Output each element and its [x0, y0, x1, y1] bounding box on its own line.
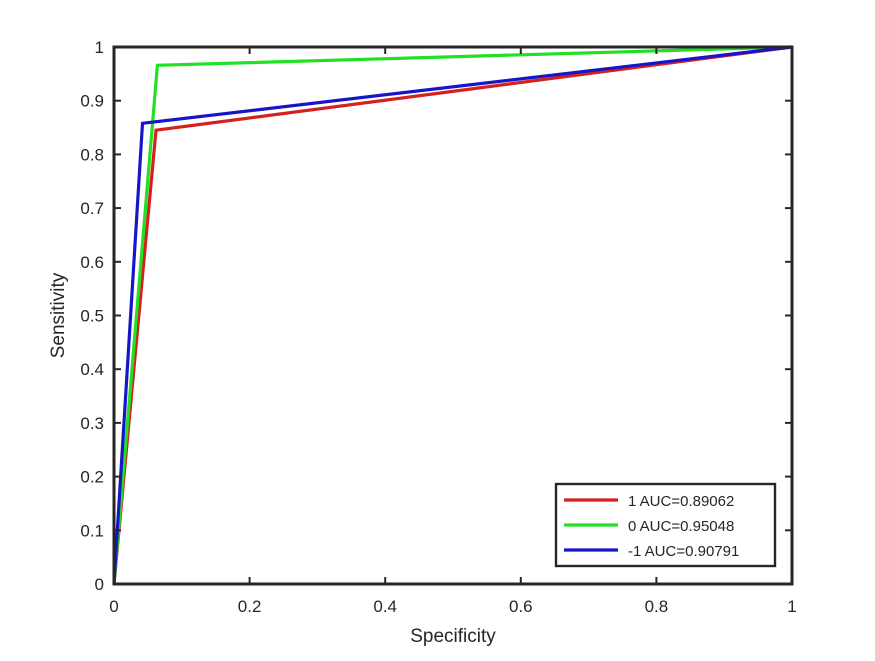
series-layer	[112, 45, 793, 585]
y-tick-label: 0.8	[80, 145, 104, 164]
series-line-1	[112, 45, 793, 585]
y-tick-label: 0.5	[80, 307, 104, 326]
y-tick-label: 0.1	[80, 521, 104, 540]
x-tick-label: 0.8	[645, 597, 669, 616]
y-tick-label: 0.2	[80, 468, 104, 487]
y-tick-label: 0.7	[80, 199, 104, 218]
axes-layer: 0 0.2 0.4 0.6 0.8 1 0 0.1 0.2 0.3 0.4 0.5 0.6 0.7 0.8 0…	[80, 38, 796, 616]
x-tick-label: 0	[109, 597, 118, 616]
series-line-2	[112, 45, 793, 585]
legend: 1 AUC=0.89062 0 AUC=0.95048 -1 AUC=0.90791	[554, 482, 777, 568]
y-tick-label: 0.3	[80, 414, 104, 433]
y-tick-label: 0.4	[80, 360, 104, 379]
legend-label-0: 1 AUC=0.89062	[628, 493, 734, 510]
x-tick-label: 0.4	[373, 597, 397, 616]
x-axis-title: Specificity	[410, 626, 496, 647]
x-tick-label: 1	[787, 597, 796, 616]
legend-label-2: -1 AUC=0.90791	[628, 543, 739, 560]
y-tick-label: 0.9	[80, 92, 104, 111]
legend-label-1: 0 AUC=0.95048	[628, 518, 734, 535]
y-axis-title: Sensitivity	[48, 272, 69, 358]
y-tick-label: 0.6	[80, 253, 104, 272]
x-tick-label: 0.2	[238, 597, 262, 616]
y-tick-label: 0	[95, 575, 104, 594]
x-tick-label: 0.6	[509, 597, 533, 616]
y-tick-label: 1	[95, 38, 104, 57]
